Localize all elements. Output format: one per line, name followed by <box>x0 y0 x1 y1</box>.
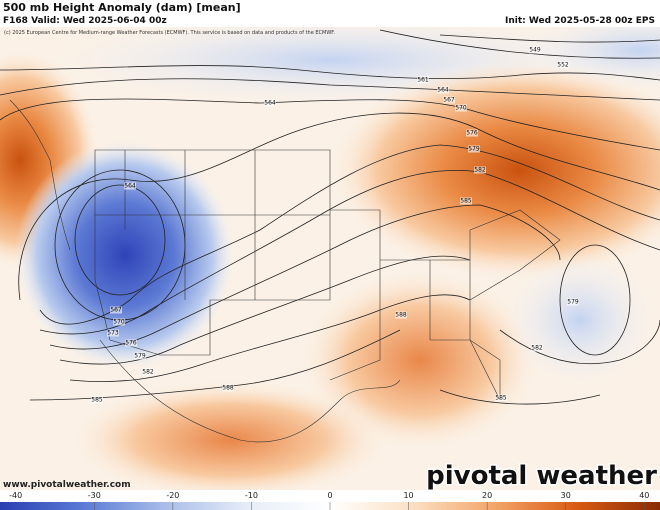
contour-label-bg <box>495 394 507 402</box>
colorbar-tick-label: 30 <box>561 491 571 500</box>
contour-label: 570 <box>455 105 467 112</box>
valid-time: F168 Valid: Wed 2025-06-04 00z <box>3 16 167 26</box>
contour-label: 576 <box>125 340 137 347</box>
init-time: Init: Wed 2025-05-28 00z EPS <box>505 16 655 26</box>
contour-label-bg <box>460 197 472 205</box>
contour-label-bg <box>91 396 103 404</box>
contour-label: 564 <box>437 87 449 94</box>
contour-label: 564 <box>264 100 276 107</box>
contour-label-bg <box>529 46 541 54</box>
contour-label-bg <box>264 99 276 107</box>
contour-label: 585 <box>91 397 103 404</box>
contour-label: 564 <box>124 183 136 190</box>
contour-label: 579 <box>468 146 480 153</box>
contour-label-bg <box>466 129 478 137</box>
colorbar-tick-label: 10 <box>403 491 413 500</box>
contour-label-bg <box>531 344 543 352</box>
contour-label: 585 <box>460 198 472 205</box>
contour-label-bg <box>468 145 480 153</box>
colorbar-tick-label: -10 <box>245 491 258 500</box>
credit: (c) 2025 European Centre for Medium-rang… <box>4 30 335 36</box>
colorbar-tick-label: -40 <box>9 491 22 500</box>
contour-label: 588 <box>395 312 407 319</box>
colorbar-tick-label: -20 <box>166 491 179 500</box>
contour-label: 579 <box>134 353 146 360</box>
contour-label-bg <box>567 298 579 306</box>
contour-label-bg <box>125 339 137 347</box>
colorbar-tick-label: 40 <box>639 491 649 500</box>
contour-label: 570 <box>113 319 125 326</box>
contour-label: 567 <box>110 307 122 314</box>
contour-label: 582 <box>474 167 486 174</box>
contour-label-bg <box>142 368 154 376</box>
contour-label-bg <box>437 86 449 94</box>
contour-label-bg <box>107 329 119 337</box>
contour-label: 552 <box>557 62 569 69</box>
contour-label-bg <box>395 311 407 319</box>
contour-label: 567 <box>443 97 455 104</box>
contour-label-bg <box>124 182 136 190</box>
contour-label: 573 <box>107 330 119 337</box>
contour-label: 582 <box>531 345 543 352</box>
contour-label-bg <box>110 306 122 314</box>
colorbar-tick-label: 20 <box>482 491 492 500</box>
colorbar-tick-label: 0 <box>327 491 332 500</box>
contour-label-bg <box>134 352 146 360</box>
contour-label-bg <box>443 96 455 104</box>
contour-label-bg <box>222 384 234 392</box>
contour-label: 585 <box>495 395 507 402</box>
contour-label-bg <box>455 104 467 112</box>
contour-label: 561 <box>417 77 429 84</box>
contour-label-bg <box>557 61 569 69</box>
contour-label: 576 <box>466 130 478 137</box>
site-url: www.pivotalweather.com <box>3 480 131 490</box>
title: 500 mb Height Anomaly (dam) [mean] <box>3 1 241 14</box>
contour-label: 588 <box>222 385 234 392</box>
contour-label-bg <box>474 166 486 174</box>
contour-label: 582 <box>142 369 154 376</box>
logo: pivotal weather <box>426 461 657 491</box>
contour-label: 549 <box>529 47 541 54</box>
contour-label-bg <box>417 76 429 84</box>
contour-label: 579 <box>567 299 579 306</box>
colorbar-tick-label: -30 <box>88 491 101 500</box>
contour-label-bg <box>113 318 125 326</box>
